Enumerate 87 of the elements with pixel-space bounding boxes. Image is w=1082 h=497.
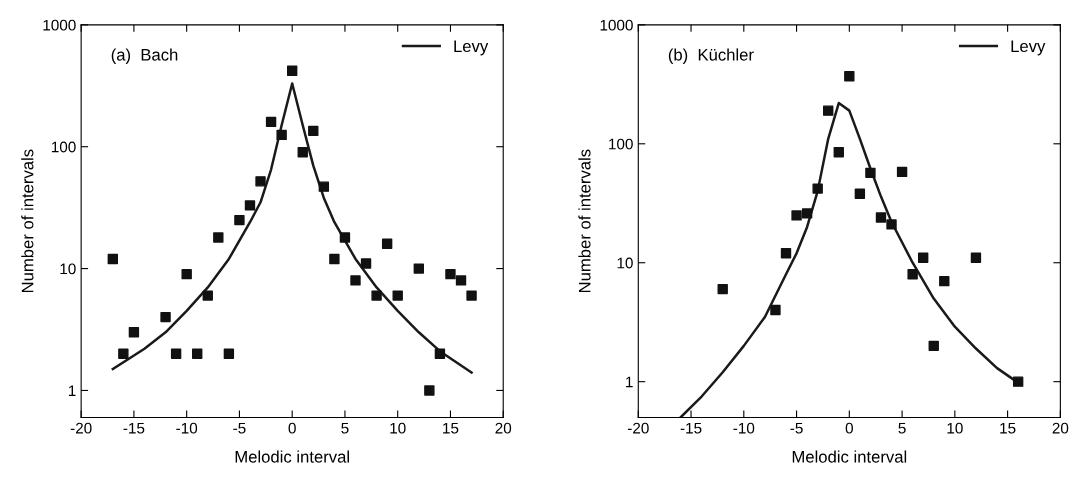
point — [413, 263, 425, 274]
point — [286, 65, 298, 76]
x-tick-label: 5 — [898, 422, 906, 434]
point — [939, 275, 950, 287]
point — [360, 258, 372, 269]
point — [770, 304, 781, 316]
point — [970, 252, 982, 264]
annotation: (b) Küchler — [668, 48, 754, 64]
x-tick-label: -10 — [733, 422, 755, 434]
point — [466, 290, 477, 301]
point — [297, 147, 308, 158]
point — [160, 311, 171, 323]
x-tick-label: 20 — [495, 422, 512, 434]
x-tick-label: -5 — [233, 422, 246, 434]
point — [865, 167, 876, 179]
x-tick-label: -5 — [790, 422, 803, 434]
x-tick-label: 0 — [845, 422, 853, 434]
point — [886, 219, 897, 230]
point — [308, 125, 319, 137]
point — [445, 268, 456, 280]
y-tick-label: 1000 — [43, 19, 76, 31]
point — [234, 214, 245, 226]
point — [107, 253, 119, 265]
x-tick-label: 15 — [1000, 422, 1016, 434]
x-tick-label: -15 — [123, 422, 145, 434]
line-series — [111, 82, 473, 374]
y-axis-title: Number of intervals — [578, 149, 591, 293]
annotation: (a) Bach — [111, 48, 178, 64]
point — [339, 232, 351, 243]
point — [823, 105, 834, 116]
x-axis-title: Melodic interval — [235, 450, 349, 463]
x-tick-label: 5 — [341, 422, 349, 434]
point — [812, 183, 823, 194]
point — [455, 275, 467, 286]
point — [276, 129, 287, 141]
point — [255, 176, 266, 187]
point — [223, 348, 235, 359]
point — [392, 290, 403, 301]
y-tick-label: 10 — [60, 263, 76, 275]
point — [875, 212, 887, 223]
point — [213, 232, 224, 243]
y-tick-label: 1 — [68, 385, 76, 396]
point — [780, 248, 792, 259]
point — [350, 275, 361, 286]
point — [329, 253, 340, 265]
x-tick-label: -10 — [176, 422, 198, 434]
point — [854, 188, 866, 199]
point — [371, 290, 382, 301]
point — [833, 146, 844, 158]
x-tick-label: -20 — [70, 422, 92, 434]
point — [917, 252, 929, 264]
point — [896, 166, 908, 178]
point — [434, 348, 446, 359]
point — [128, 327, 140, 338]
point — [265, 116, 277, 128]
y-axis-title: Number of intervals — [21, 149, 34, 293]
x-tick-label: 15 — [443, 422, 459, 434]
y-tick-label: 10 — [617, 257, 633, 269]
point — [381, 238, 393, 249]
point — [791, 210, 802, 221]
point — [1012, 376, 1024, 387]
point — [907, 269, 918, 280]
x-tick-label: 0 — [288, 422, 296, 434]
point — [801, 208, 813, 219]
point — [424, 385, 435, 396]
legend-label: Levy — [1011, 40, 1046, 56]
y-tick-label: 100 — [51, 141, 76, 153]
y-tick-label: 100 — [609, 138, 633, 150]
x-tick-label: 20 — [1052, 422, 1069, 434]
y-tick-label: 1 — [626, 376, 633, 388]
point — [844, 71, 855, 82]
x-tick-label: 10 — [947, 422, 963, 434]
point — [928, 340, 939, 352]
point — [192, 348, 203, 359]
legend-label: Levy — [454, 40, 489, 56]
point — [170, 348, 182, 359]
point — [181, 268, 192, 280]
x-tick-label: -15 — [680, 422, 702, 434]
point — [118, 348, 129, 359]
point — [244, 200, 256, 211]
point — [318, 181, 330, 192]
x-tick-label: -20 — [627, 422, 649, 434]
point — [717, 283, 728, 295]
x-axis-title: Melodic interval — [792, 450, 907, 463]
point — [202, 290, 213, 301]
y-tick-label: 1000 — [600, 19, 633, 31]
x-tick-label: 10 — [390, 422, 406, 434]
